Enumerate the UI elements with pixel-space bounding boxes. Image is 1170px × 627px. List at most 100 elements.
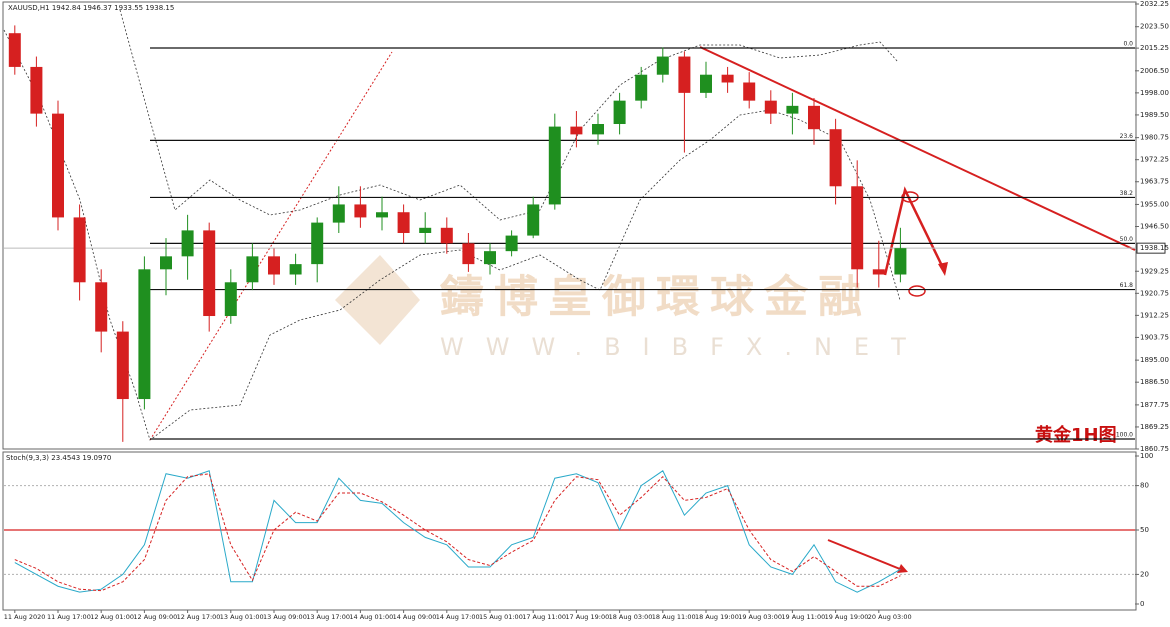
x-tick-label: 14 Aug 09:00: [393, 613, 437, 621]
y-tick-label: 1912.25: [1140, 311, 1169, 319]
x-tick-label: 13 Aug 17:00: [306, 613, 350, 621]
divergence-arrow: [827, 539, 906, 572]
y-tick-label: 2032.25: [1140, 0, 1169, 8]
watermark: 鑄博皇御環球金融: [440, 272, 872, 323]
candle-body: [851, 186, 864, 270]
x-tick-label: 19 Aug 11:00: [781, 613, 825, 621]
x-tick-label: 12 Aug 17:00: [177, 613, 221, 621]
y-tick-label: 1946.50: [1140, 223, 1169, 231]
x-tick-label: 13 Aug 09:00: [263, 613, 307, 621]
fib-label: 61.8: [1120, 282, 1134, 289]
x-tick-label: 20 Aug 03:00: [868, 613, 912, 621]
y-tick-label: 1955.00: [1140, 200, 1169, 208]
candle-body: [721, 74, 734, 83]
x-tick-label: 17 Aug 11:00: [522, 613, 566, 621]
forecast-arrow: [883, 186, 947, 276]
candle-body: [484, 251, 496, 265]
y-tick-label: 100: [1140, 452, 1153, 460]
y-tick-label: 1929.25: [1140, 267, 1169, 275]
y-tick-label: 1998.00: [1140, 89, 1169, 97]
candle-body: [505, 235, 518, 252]
candle-body: [613, 100, 626, 125]
candle-body: [678, 56, 691, 93]
stoch-title: Stoch(9,3,3) 23.4543 19.0970: [6, 454, 111, 462]
x-tick-label: 13 Aug 01:00: [220, 613, 264, 621]
candle-body: [462, 243, 475, 265]
candle-body: [527, 204, 540, 236]
fib-label: 100.0: [1116, 432, 1133, 439]
x-tick-label: 19 Aug 19:00: [825, 613, 869, 621]
y-tick-label: 1989.50: [1140, 111, 1169, 119]
x-tick-label: 17 Aug 19:00: [565, 613, 609, 621]
x-tick-label: 12 Aug 01:00: [90, 613, 134, 621]
candle-body: [8, 33, 21, 67]
y-tick-label: 80: [1140, 482, 1149, 490]
watermark-url: WWW.BIBFX.NET: [440, 333, 928, 361]
annotation: 黄金1H图: [1035, 424, 1117, 446]
x-tick-label: 15 Aug 01:00: [479, 613, 523, 621]
marker-circle: [908, 285, 926, 297]
x-tick-label: 11 Aug 2020: [4, 613, 46, 621]
stoch-line: [14, 473, 901, 592]
fib-label: 23.6: [1120, 133, 1134, 140]
candle-body: [786, 105, 799, 114]
candle-body: [570, 126, 583, 135]
price-frame: [2, 1, 1137, 450]
trend-line: [699, 46, 1136, 251]
band-upper: [119, 9, 899, 221]
candle-body: [440, 227, 453, 244]
candle-body: [743, 82, 756, 101]
candle-body: [872, 269, 885, 275]
x-tick-label: 14 Aug 17:00: [436, 613, 480, 621]
y-tick-label: 50: [1140, 526, 1149, 534]
candle-body: [160, 256, 172, 270]
y-tick-label: 1877.75: [1140, 401, 1169, 409]
y-tick-label: 1963.75: [1140, 178, 1169, 186]
candle-body: [332, 204, 345, 223]
band-lower: [3, 29, 901, 441]
y-tick-label: 0: [1140, 600, 1144, 608]
fib-label: 0.0: [1123, 40, 1133, 47]
y-tick-label: 1860.75: [1140, 445, 1169, 453]
last-price-label: 1938.15: [1140, 244, 1169, 252]
x-tick-label: 18 Aug 11:00: [652, 613, 696, 621]
y-tick-label: 1972.25: [1140, 156, 1169, 164]
candle-body: [592, 124, 604, 135]
y-tick-label: 1886.50: [1140, 378, 1169, 386]
candle-body: [95, 282, 108, 332]
arrow-head: [897, 564, 908, 573]
stoch-line: [14, 470, 901, 593]
candle-body: [138, 269, 151, 400]
y-tick-label: 20: [1140, 570, 1149, 578]
price-title: XAUUSD,H1 1942.84 1946.37 1933.55 1938.1…: [8, 4, 174, 12]
x-tick-label: 12 Aug 09:00: [133, 613, 177, 621]
candle-body: [894, 248, 907, 275]
candle-body: [181, 230, 194, 257]
candle-body: [764, 100, 777, 114]
arrow-head: [938, 262, 948, 276]
y-tick-label: 1920.75: [1140, 289, 1169, 297]
fib-baseline: [149, 51, 393, 441]
x-tick-label: 18 Aug 19:00: [695, 613, 739, 621]
candle-body: [30, 66, 43, 114]
candle-body: [354, 204, 367, 218]
y-tick-label: 1903.75: [1140, 333, 1169, 341]
candle-body: [397, 212, 410, 233]
y-tick-label: 1895.00: [1140, 356, 1169, 364]
watermark-logo: [335, 255, 420, 345]
candle-body: [246, 256, 259, 283]
candle-body: [656, 56, 669, 75]
fib-label: 50.0: [1120, 236, 1134, 243]
candle-body: [700, 74, 712, 93]
candle-body: [73, 217, 86, 283]
candle-body: [376, 212, 388, 218]
x-tick-label: 19 Aug 03:00: [738, 613, 782, 621]
y-tick-label: 1980.75: [1140, 134, 1169, 142]
y-tick-label: 2023.50: [1140, 23, 1169, 31]
candle-body: [268, 256, 280, 275]
last-price-box: [1136, 242, 1166, 254]
fib-label: 38.2: [1120, 190, 1134, 197]
candle-body: [224, 282, 237, 317]
candle-body: [829, 129, 842, 187]
